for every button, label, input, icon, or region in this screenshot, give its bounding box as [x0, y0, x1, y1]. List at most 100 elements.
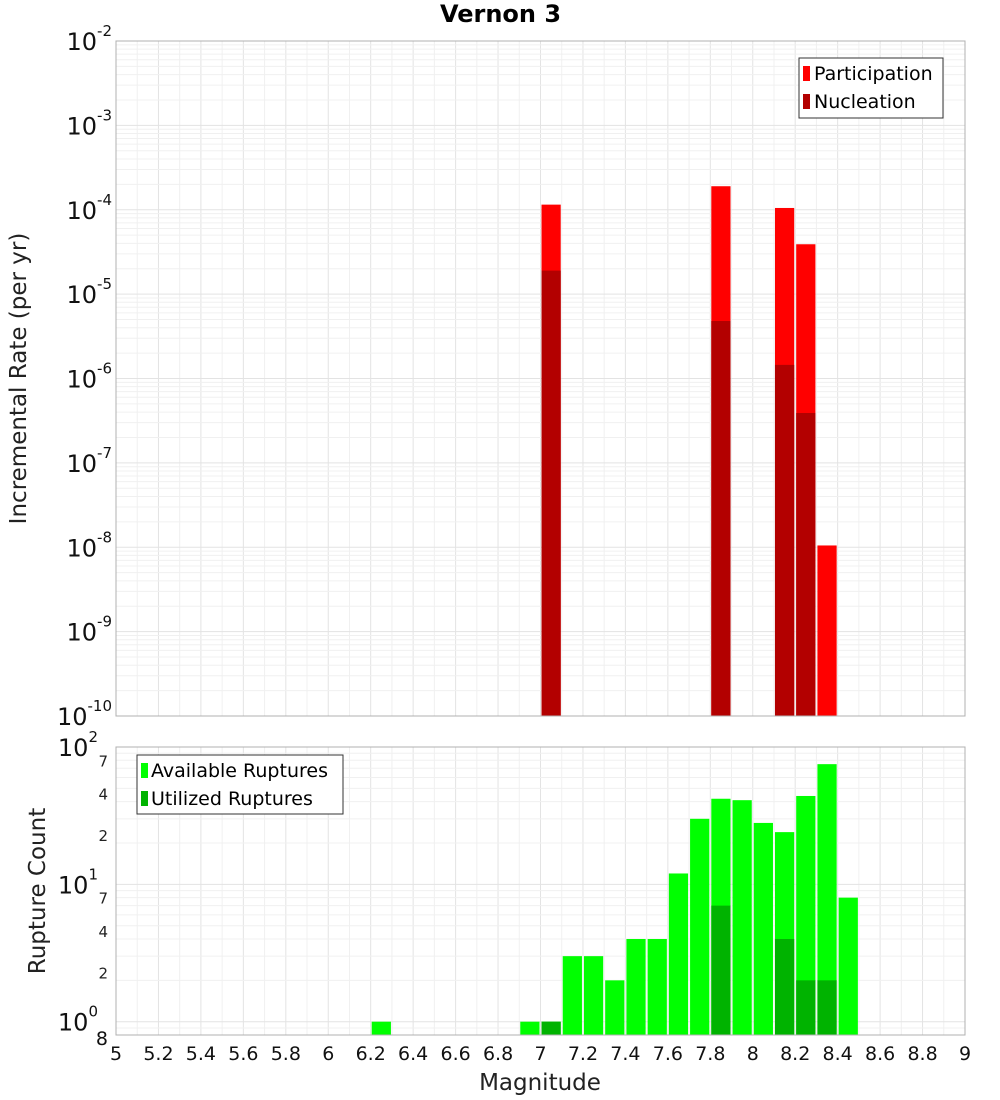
count-legend-label: Utilized Ruptures	[151, 788, 313, 810]
count-y-tick-label: 101	[58, 865, 98, 899]
rate-y-tick-label: 10-5	[66, 275, 112, 309]
available-ruptures-bar	[605, 980, 625, 1035]
rate-y-tick-label: 10-8	[66, 528, 112, 562]
rate-y-tick-exponent: -4	[97, 191, 112, 209]
count-y-tick-label: 7	[98, 752, 108, 770]
count-y-tick-exponent: 2	[88, 728, 98, 746]
rate-plot-frame	[115, 40, 966, 717]
rate-y-tick-base: 10	[66, 28, 97, 56]
available-ruptures-bar	[647, 939, 667, 1035]
rate-y-tick-label: 10-4	[66, 191, 112, 225]
available-ruptures-bar	[668, 873, 689, 1035]
rate-legend-box	[798, 57, 944, 119]
rate-y-tick-label: 10-2	[66, 22, 112, 56]
rate-y-tick-exponent: -7	[97, 444, 112, 462]
available-ruptures-bar	[753, 822, 773, 1035]
utilized-ruptures-bar	[541, 1021, 561, 1035]
available-ruptures-bar	[583, 956, 604, 1035]
available-ruptures-bar	[371, 1021, 391, 1035]
nucleation-bar	[796, 413, 816, 716]
rate-y-tick-exponent: -6	[97, 360, 112, 378]
count-x-tick-label: 5.4	[186, 1043, 216, 1065]
available-ruptures-bar	[520, 1021, 540, 1035]
count-legend-box	[136, 754, 344, 815]
nucleation-bar	[541, 270, 561, 716]
count-x-tick-label: 6.6	[440, 1043, 470, 1065]
rate-y-tick-label: 10-9	[66, 613, 112, 647]
count-y-tick-label: 2	[98, 964, 108, 982]
rate-y-tick-base: 10	[66, 534, 97, 562]
rate-y-tick-base: 10	[57, 703, 88, 731]
count-y-tick-label: 2	[98, 827, 108, 845]
count-x-tick-label: 8.8	[907, 1043, 937, 1065]
count-legend-label: Available Ruptures	[151, 760, 328, 782]
count-y-tick-label: 4	[98, 786, 108, 804]
rate-y-tick-base: 10	[66, 197, 97, 225]
count-x-tick-label: 7.6	[653, 1043, 683, 1065]
count-legend-swatch	[141, 791, 148, 806]
rate-panel: Vernon 310-1010-910-810-710-610-510-410-…	[6, 0, 966, 731]
count-y-tick-label: 102	[58, 728, 98, 762]
count-x-tick-label: 8.4	[823, 1043, 853, 1065]
count-x-tick-label: 5.8	[271, 1043, 301, 1065]
count-y-tick-base: 10	[58, 871, 89, 899]
count-x-tick-label: 6.2	[356, 1043, 386, 1065]
count-x-tick-label: 6	[322, 1043, 334, 1065]
rate-y-tick-exponent: -5	[97, 275, 112, 293]
available-ruptures-bar	[796, 795, 816, 1035]
count-x-tick-label: 8.2	[780, 1043, 810, 1065]
count-y-tick-exponent: 1	[88, 865, 98, 883]
count-x-tick-label: 8.6	[865, 1043, 895, 1065]
chart-title: Vernon 3	[440, 0, 561, 28]
available-ruptures-bar	[838, 897, 858, 1035]
rate-y-tick-base: 10	[66, 112, 97, 140]
count-x-tick-label: 5	[110, 1043, 122, 1065]
available-ruptures-bar	[690, 818, 710, 1035]
available-ruptures-bar	[732, 800, 752, 1035]
rate-legend-swatch	[803, 66, 810, 81]
count-x-tick-label: 9	[959, 1043, 971, 1065]
count-x-tick-label: 6.4	[398, 1043, 428, 1065]
count-y-tick-label: 100	[58, 1003, 98, 1037]
count-y-tick-label: 7	[98, 890, 108, 908]
rate-y-tick-base: 10	[66, 281, 97, 309]
x-axis-title: Magnitude	[479, 1070, 601, 1096]
rate-y-tick-base: 10	[66, 619, 97, 647]
participation-bar	[817, 545, 837, 716]
count-x-tick-label: 7.4	[610, 1043, 640, 1065]
available-ruptures-bar	[626, 939, 646, 1035]
count-y-tick-base: 10	[58, 1009, 89, 1037]
count-x-tick-label: 7.2	[568, 1043, 598, 1065]
rate-y-tick-base: 10	[66, 366, 97, 394]
count-x-tick-label: 8	[747, 1043, 759, 1065]
rate-y-axis-title: Incremental Rate (per yr)	[6, 233, 32, 525]
rate-y-tick-exponent: -9	[97, 613, 112, 631]
count-y-axis-title: Rupture Count	[25, 808, 51, 974]
nucleation-bar	[711, 321, 731, 716]
count-x-tick-label: 5.2	[143, 1043, 173, 1065]
count-legend-swatch	[141, 763, 148, 778]
rate-y-tick-exponent: -10	[88, 697, 113, 715]
available-ruptures-bar	[817, 764, 837, 1035]
rate-y-tick-label: 10-10	[57, 697, 112, 731]
rate-legend-label: Nucleation	[814, 91, 916, 113]
count-plot-frame	[115, 746, 966, 1036]
rate-y-tick-exponent: -3	[97, 106, 112, 124]
available-ruptures-bar	[562, 956, 582, 1035]
rate-legend-label: Participation	[814, 63, 933, 85]
count-x-tick-label: 5.6	[228, 1043, 258, 1065]
rate-y-tick-exponent: -8	[97, 528, 112, 546]
rate-y-tick-exponent: -2	[97, 22, 112, 40]
rate-y-tick-label: 10-7	[66, 444, 112, 478]
count-y-tick-label: 4	[98, 923, 108, 941]
rate-y-tick-base: 10	[66, 450, 97, 478]
utilized-ruptures-bar	[796, 980, 816, 1035]
utilized-ruptures-bar	[711, 905, 731, 1035]
utilized-ruptures-bar	[774, 939, 795, 1035]
utilized-ruptures-bar	[817, 980, 837, 1035]
count-x-tick-label: 7.8	[695, 1043, 725, 1065]
nucleation-bar	[774, 364, 795, 716]
rate-y-tick-label: 10-6	[66, 360, 112, 394]
